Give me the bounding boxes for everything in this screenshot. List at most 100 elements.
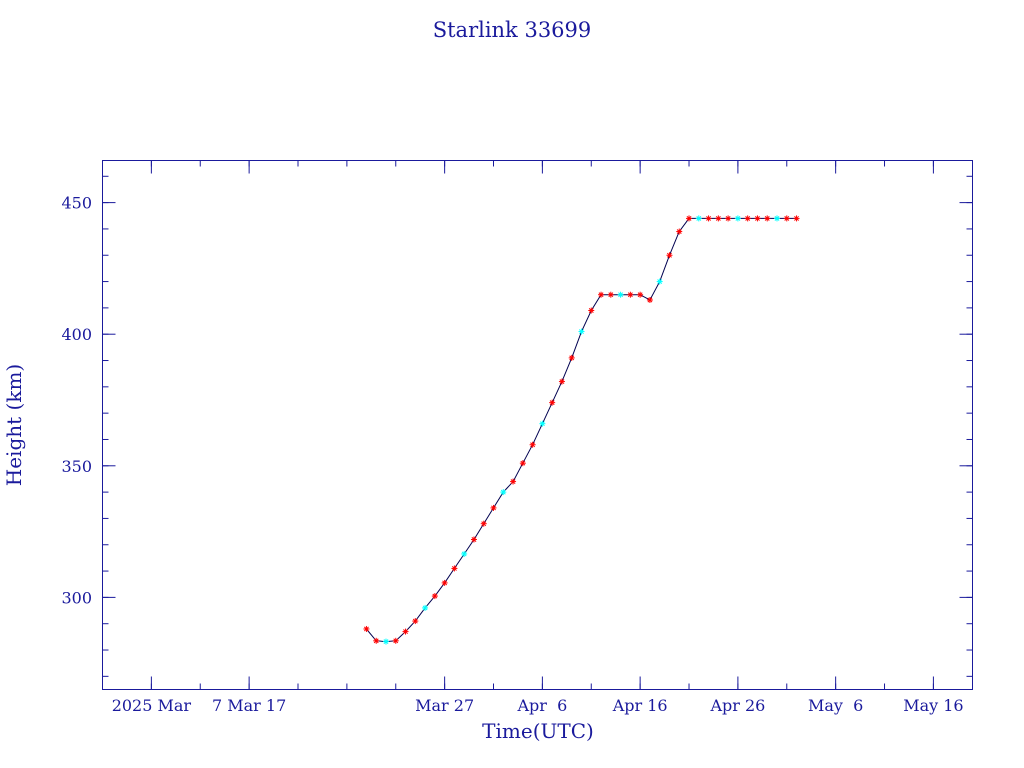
data-point [617, 291, 624, 298]
data-point-stroke [442, 580, 448, 586]
x-tick-label: Apr 26 [709, 696, 765, 715]
data-point-stroke [500, 489, 506, 495]
data-point [510, 478, 517, 485]
data-point [441, 579, 448, 586]
data-point [500, 489, 507, 496]
data-point [451, 565, 458, 572]
series-line [366, 217, 797, 643]
data-point [402, 628, 409, 635]
data-point-stroke [579, 329, 584, 335]
y-axis-label: Height (km) [2, 364, 26, 486]
x-tick-label: May 6 [808, 696, 863, 715]
data-point [422, 604, 429, 611]
data-point-stroke [754, 215, 760, 221]
data-point [773, 215, 780, 222]
data-point [676, 228, 683, 235]
y-tick-label: 350 [61, 457, 92, 476]
data-point [549, 399, 556, 406]
data-point-stroke [471, 537, 477, 542]
data-point [480, 520, 487, 527]
data-point [607, 291, 614, 298]
data-point [558, 378, 565, 385]
data-point-stroke [715, 215, 721, 221]
data-point-stroke [745, 215, 751, 221]
data-point-stroke [764, 215, 770, 221]
data-point-stroke [598, 292, 604, 298]
y-tick-label: 450 [61, 194, 92, 213]
data-point-stroke [686, 215, 692, 221]
data-point-stroke [520, 460, 526, 466]
chart-title: Starlink 33699 [433, 18, 592, 42]
data-point-stroke [618, 292, 624, 298]
data-point-stroke [676, 229, 682, 235]
x-axis: 2025 Mar 7 Mar 17 Mar 27 Apr 6 Apr 16 Apr 26 M… [102, 160, 964, 715]
data-point-stroke [588, 308, 594, 313]
data-point-stroke [363, 626, 369, 632]
data-point [695, 215, 702, 222]
data-point [793, 215, 800, 222]
data-point [715, 215, 722, 222]
data-point-stroke [667, 252, 672, 258]
data-point-stroke [451, 565, 457, 571]
data-point-stroke [422, 605, 428, 611]
data-point [568, 354, 575, 361]
x-axis-label: Time(UTC) [482, 719, 594, 743]
data-point [705, 215, 712, 222]
x-tick-label: Apr 16 [612, 696, 668, 715]
data-point [373, 637, 380, 644]
data-point-stroke [481, 521, 487, 527]
data-point-stroke [510, 479, 516, 485]
data-point-stroke [696, 215, 702, 221]
y-tick-label: 300 [61, 588, 92, 607]
data-point [461, 550, 468, 557]
x-tick-label: 7 Mar 17 [212, 696, 286, 715]
series-points [363, 215, 800, 645]
data-point-stroke [637, 292, 643, 298]
data-point-stroke [706, 215, 712, 221]
data-point-stroke [432, 593, 438, 599]
data-point-stroke [461, 551, 467, 557]
data-point [783, 215, 790, 222]
data-point [764, 215, 771, 222]
data-point [646, 296, 653, 303]
y-minor-ticks [102, 175, 973, 677]
data-point [656, 278, 663, 285]
x-tick-label: May 16 [903, 696, 963, 715]
y-tick-label: 400 [61, 325, 92, 344]
data-point [578, 328, 585, 335]
data-point [490, 504, 497, 511]
data-point [382, 638, 389, 645]
data-point [392, 637, 399, 644]
data-point-stroke [794, 215, 799, 221]
data-point [412, 618, 419, 625]
plot-frame [102, 160, 973, 690]
data-point-stroke [774, 215, 780, 221]
data-point-stroke [647, 297, 653, 303]
data-point-stroke [784, 215, 790, 221]
data-point [686, 215, 693, 222]
data-point-stroke [383, 639, 389, 645]
data-point [529, 441, 536, 448]
data-point-stroke [627, 292, 633, 298]
data-point [666, 252, 673, 259]
data-point [598, 291, 605, 298]
data-point-stroke [569, 355, 575, 361]
data-point-stroke [559, 379, 565, 385]
data-point-stroke [735, 215, 741, 221]
data-point-stroke [539, 421, 545, 427]
data-point [754, 215, 761, 222]
x-tick-label: 2025 Mar [112, 696, 192, 715]
data-point-stroke [412, 618, 418, 624]
data-point [744, 215, 751, 222]
data-point [431, 593, 438, 600]
data-point-stroke [403, 629, 408, 635]
data-point-stroke [549, 400, 555, 406]
data-point-stroke [725, 215, 731, 221]
data-point [725, 215, 732, 222]
data-point [363, 625, 370, 632]
x-tick-label: Mar 27 [415, 696, 474, 715]
y-axis: 300 350 400 450 [61, 194, 973, 607]
data-point [734, 215, 741, 222]
data-point [470, 536, 477, 543]
